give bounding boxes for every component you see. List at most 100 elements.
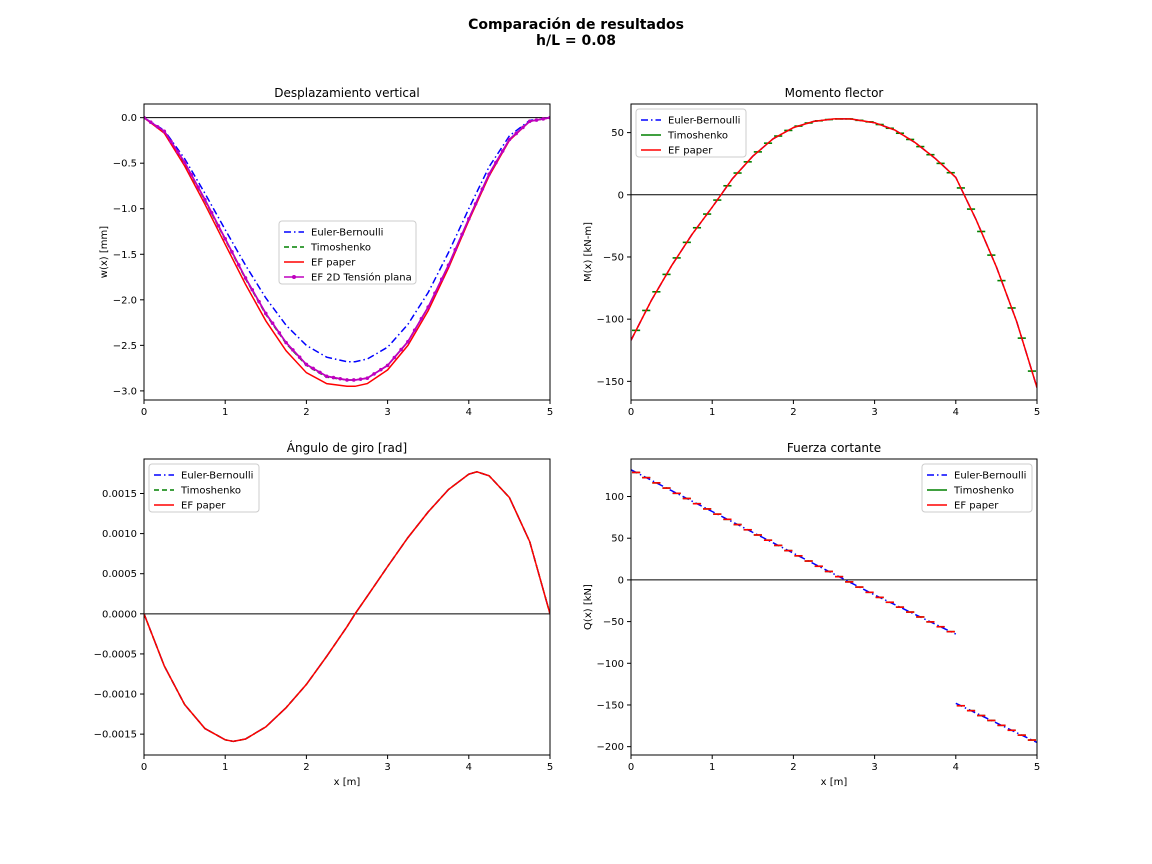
series-point-3 bbox=[257, 299, 261, 304]
panel-2: Ángulo de giro [rad] 0 1 2 3 4 5 0.0015 0.0010 0.… bbox=[94, 440, 554, 788]
y-tick-label: −100 bbox=[597, 659, 624, 670]
y-tick-label: −0.0005 bbox=[94, 649, 137, 660]
series-point-3 bbox=[439, 277, 444, 281]
series-point-3 bbox=[426, 305, 431, 309]
series-point-3 bbox=[264, 311, 268, 316]
figure-suptitle-hl: h/L = 0.08 bbox=[536, 33, 616, 49]
legend-label: Timoshenko bbox=[667, 131, 728, 142]
legend: Euler-Bernoulli Timoshenko EF paper EF 2D T… bbox=[278, 220, 417, 285]
y-tick-label: −150 bbox=[597, 377, 624, 388]
panel-1: Momento flector 0 1 2 3 4 5 50 0 −50 −100 −150 M(x) … bbox=[583, 86, 1040, 418]
series-point-3 bbox=[521, 125, 525, 130]
x-axis-label: x [m] bbox=[334, 777, 361, 788]
y-tick-label: −150 bbox=[597, 700, 624, 711]
y-tick-label: −0.0015 bbox=[94, 730, 137, 741]
series-point-3 bbox=[541, 117, 546, 121]
series-point-3 bbox=[365, 376, 370, 380]
series-point-3 bbox=[453, 247, 458, 252]
x-tick-label: 5 bbox=[547, 762, 553, 773]
series-point-3 bbox=[304, 362, 309, 367]
series-point-3 bbox=[385, 363, 390, 368]
legend-label: Timoshenko bbox=[180, 486, 241, 497]
series-point-3 bbox=[250, 287, 255, 292]
series-point-3 bbox=[446, 263, 451, 268]
series-point-3 bbox=[277, 331, 282, 335]
x-tick-label: 3 bbox=[384, 407, 390, 418]
legend-label: Euler-Bernoulli bbox=[954, 471, 1026, 482]
x-tick-label: 5 bbox=[1034, 407, 1040, 418]
series-point-3 bbox=[473, 202, 478, 206]
series-point-3 bbox=[297, 355, 302, 359]
x-tick-label: 3 bbox=[871, 407, 877, 418]
series-point-3 bbox=[216, 223, 221, 228]
series-line-0 bbox=[631, 469, 1037, 744]
series-point-3 bbox=[155, 124, 160, 129]
y-tick-label: −2.5 bbox=[113, 341, 137, 352]
series-point-3 bbox=[406, 339, 410, 344]
series-point-3 bbox=[500, 149, 505, 153]
x-tick-label: 4 bbox=[466, 407, 472, 418]
series-point-3 bbox=[223, 236, 227, 241]
x-tick-label: 1 bbox=[709, 407, 715, 418]
series-point-3 bbox=[203, 197, 207, 202]
legend-box bbox=[921, 463, 1033, 513]
series-point-3 bbox=[182, 160, 187, 165]
series-group bbox=[631, 118, 1037, 388]
series-point-3 bbox=[331, 375, 336, 380]
legend: Euler-Bernoulli Timoshenko EF paper bbox=[635, 108, 747, 158]
series-point-3 bbox=[148, 120, 153, 125]
series-point-3 bbox=[392, 355, 397, 360]
legend-label: Euler-Bernoulli bbox=[181, 471, 253, 482]
series-point-3 bbox=[311, 366, 315, 371]
series-point-3 bbox=[169, 139, 173, 144]
series-group bbox=[144, 471, 550, 743]
legend-label: Timoshenko bbox=[310, 243, 371, 254]
legend-label: EF paper bbox=[954, 501, 999, 512]
series-point-3 bbox=[230, 250, 234, 254]
figure-suptitle: Comparación de resultados bbox=[468, 17, 684, 33]
series-point-3 bbox=[351, 378, 356, 382]
x-tick-label: 1 bbox=[222, 762, 228, 773]
y-axis-label: M(x) [kN-m] bbox=[583, 222, 594, 282]
y-tick-label: 0.0000 bbox=[102, 609, 137, 620]
x-tick-label: 3 bbox=[871, 762, 877, 773]
x-tick-label: 2 bbox=[790, 762, 796, 773]
series-point-3 bbox=[467, 216, 471, 221]
panel-title: Fuerza cortante bbox=[787, 441, 881, 455]
series-point-3 bbox=[507, 137, 512, 142]
series-point-3 bbox=[345, 378, 349, 382]
x-tick-label: 5 bbox=[547, 407, 553, 418]
y-tick-label: −1.5 bbox=[113, 250, 137, 261]
series-line-3 bbox=[144, 116, 550, 381]
series-line-0 bbox=[144, 116, 550, 363]
y-tick-label: 50 bbox=[611, 128, 624, 139]
series-point-3 bbox=[372, 372, 376, 376]
x-tick-label: 4 bbox=[953, 407, 959, 418]
series-point-3 bbox=[527, 119, 532, 124]
series-point-3 bbox=[514, 131, 518, 136]
x-tick-label: 2 bbox=[303, 762, 309, 773]
series-point-3 bbox=[162, 129, 167, 134]
y-tick-label: 0.0 bbox=[121, 113, 137, 124]
series-group bbox=[144, 115, 550, 388]
y-tick-label: −2.0 bbox=[113, 295, 137, 306]
y-tick-label: 0.0010 bbox=[102, 529, 137, 540]
series-point-3 bbox=[176, 150, 180, 154]
y-tick-label: 0.0015 bbox=[102, 489, 137, 500]
series-point-3 bbox=[284, 340, 288, 345]
series-point-3 bbox=[419, 316, 424, 321]
series-point-3 bbox=[379, 367, 383, 372]
series-point-3 bbox=[189, 172, 194, 177]
panel-0: Desplazamiento vertical 0 1 2 3 4 5 0.0 −0.5 −1.0… bbox=[99, 86, 553, 418]
y-tick-label: −50 bbox=[603, 252, 624, 263]
x-tick-label: 3 bbox=[384, 762, 390, 773]
panel-title: Momento flector bbox=[785, 86, 884, 100]
y-tick-label: 50 bbox=[611, 534, 624, 545]
series-point-3 bbox=[243, 276, 248, 280]
axes-frame bbox=[143, 458, 551, 756]
series-point-3 bbox=[399, 347, 403, 352]
y-tick-label: −1.0 bbox=[113, 204, 137, 215]
x-tick-label: 2 bbox=[790, 407, 796, 418]
series-point-3 bbox=[480, 187, 485, 191]
x-tick-label: 1 bbox=[222, 407, 228, 418]
